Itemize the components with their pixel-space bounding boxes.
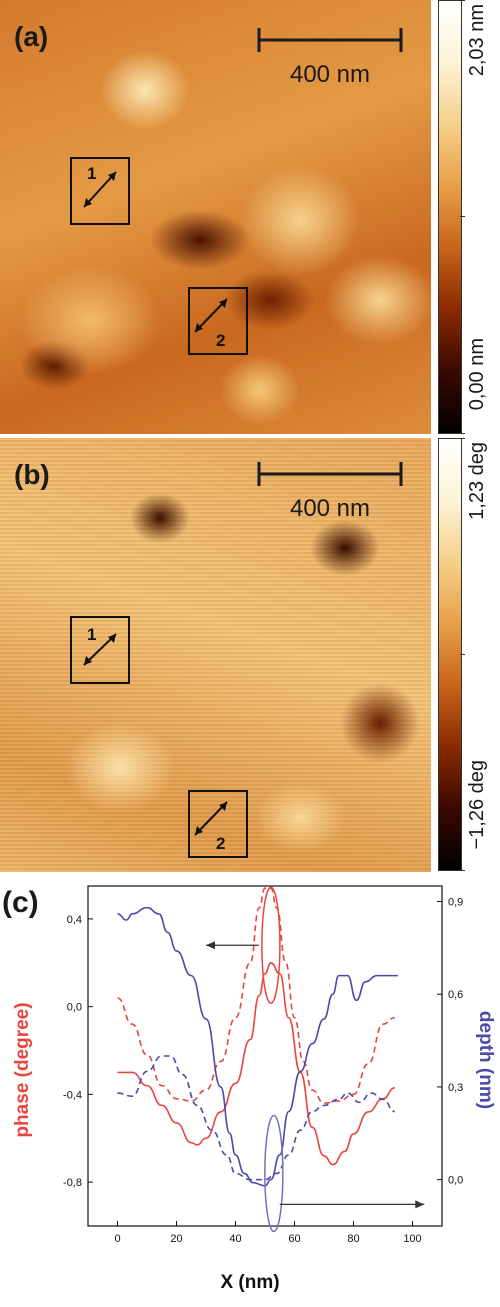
topography-image: (a) 400 nm 1 2 (0, 0, 431, 434)
left-tick-label-0: -0,8 (63, 1177, 82, 1189)
right-tick-label-1: 0,3 (448, 1082, 463, 1094)
depth-line-dashed (117, 1055, 395, 1181)
colorbar-b-tick-bottom (460, 870, 465, 871)
x-tick-label-3: 60 (288, 1233, 300, 1245)
colorbar-a-max-label: 2,03 nm (466, 4, 488, 77)
left-axis-title: phase (degree) (12, 1002, 33, 1137)
right-axis-ticks: 0,0 0,3 0,6 0,9 (437, 896, 463, 1187)
colorbar-b-tick-top (460, 438, 465, 439)
colorbar-b-max-label: 1,23 deg (466, 442, 488, 520)
x-tick-label-0: 0 (114, 1233, 120, 1245)
panel-a-overlay: (a) 400 nm 1 2 (14, 21, 403, 355)
colorbar-a-tick-top (460, 0, 465, 1)
panel-c-label: (c) (2, 886, 39, 919)
profile-series (117, 887, 398, 1187)
scale-bar-b-label: 400 nm (290, 495, 370, 522)
region-box-a2 (188, 287, 248, 355)
phase-axis-arrowhead (206, 941, 215, 950)
left-tick-label-2: 0,0 (67, 1002, 82, 1014)
region-b1-label: 1 (87, 625, 96, 644)
colorbar-b (438, 438, 462, 871)
left-tick-label-3: 0,4 (67, 914, 82, 926)
x-tick-label-2: 40 (229, 1233, 241, 1245)
depth-axis-arrowhead (415, 1200, 425, 1209)
colorbar-a-tick-bottom (460, 433, 465, 434)
phase-line-solid (117, 961, 395, 1166)
right-tick-label-3: 0,9 (448, 896, 463, 908)
phase-image: (b) 400 nm 1 2 (0, 438, 431, 872)
region-b2-label: 2 (216, 834, 225, 853)
region-box-b2 (188, 790, 248, 858)
region-a2-label: 2 (216, 331, 225, 350)
depth-line-solid (117, 906, 398, 1187)
colorbar-b-min-label: −1,26 deg (466, 760, 488, 850)
right-axis-title: depth (nm) (475, 1011, 496, 1109)
right-tick-label-0: 0,0 (448, 1175, 463, 1187)
panel-b-overlay: (b) 400 nm 1 2 (14, 459, 403, 858)
right-tick-label-2: 0,6 (448, 989, 463, 1001)
x-axis-title: X (nm) (220, 1272, 279, 1293)
panel-a-label: (a) (14, 21, 48, 52)
phase-peak-ellipse (261, 886, 281, 1004)
x-axis-ticks: 0 20 40 60 80 100 (114, 1221, 422, 1245)
x-tick-label-1: 20 (170, 1233, 182, 1245)
colorbar-a-min-label: 0,00 nm (466, 338, 488, 411)
region-a1-label: 1 (87, 164, 96, 183)
annotations (206, 886, 425, 1233)
x-tick-label-4: 80 (347, 1233, 359, 1245)
scale-bar-b (257, 462, 403, 486)
profile-chart: (c) 0 20 40 60 80 100 -0,8-0,40,00,4 0,00,30,… (2, 885, 496, 1293)
region-box-b1 (70, 616, 130, 684)
scale-bar-a-label: 400 nm (290, 61, 370, 88)
left-tick-label-1: -0,4 (63, 1089, 82, 1101)
colorbar-b-tick-mid (460, 654, 465, 655)
colorbar-a (438, 0, 462, 434)
colorbar-a-tick-mid (460, 216, 465, 217)
depth-min-ellipse (264, 1114, 284, 1233)
x-tick-label-5: 100 (403, 1233, 421, 1245)
panel-b-label: (b) (14, 459, 50, 490)
phase-line-dashed (117, 887, 395, 1104)
left-axis-ticks: -0,8 -0,4 0,0 0,4 (63, 914, 93, 1189)
scale-bar-a (257, 28, 403, 52)
region-box-a1 (70, 157, 130, 225)
plot-frame (87, 885, 443, 1227)
